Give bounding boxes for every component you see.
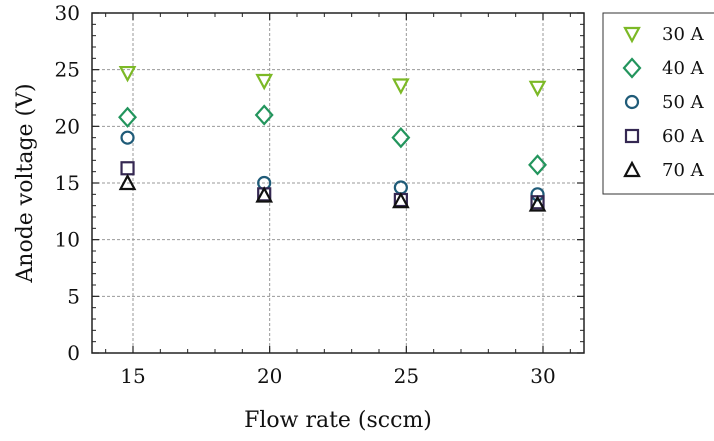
y-tick-label: 15 bbox=[55, 171, 80, 195]
data-point-70a bbox=[392, 191, 410, 209]
data-point-50a bbox=[530, 187, 545, 202]
y-axis-label: Anode voltage (V) bbox=[13, 83, 38, 283]
legend-label: 60 A bbox=[662, 126, 705, 147]
x-tick-label: 20 bbox=[257, 364, 282, 388]
data-point-50a bbox=[120, 130, 135, 145]
data-point-70a bbox=[118, 173, 137, 191]
legend-marker bbox=[623, 160, 641, 178]
legend-marker bbox=[622, 57, 642, 79]
y-tick-label: 10 bbox=[55, 228, 80, 252]
data-point-30a bbox=[255, 73, 274, 91]
y-tick-labels: 0 5 10 15 20 25 30 bbox=[55, 1, 80, 365]
data-point-60a bbox=[120, 161, 135, 176]
legend-label: 30 A bbox=[662, 24, 705, 45]
data-point-30a bbox=[392, 78, 410, 95]
x-axis-label: Flow rate (sccm) bbox=[244, 408, 432, 433]
legend-label: 70 A bbox=[662, 160, 705, 181]
x-tick-label: 15 bbox=[120, 364, 145, 388]
data-point-30a bbox=[528, 80, 547, 98]
x-tick-label: 25 bbox=[394, 364, 419, 388]
data-point-70a bbox=[255, 186, 274, 203]
axis-ticks bbox=[92, 12, 584, 354]
data-point-40a bbox=[254, 104, 274, 126]
data-point-30a bbox=[118, 65, 137, 83]
y-tick-label: 30 bbox=[55, 1, 80, 25]
legend-label: 40 A bbox=[662, 58, 705, 79]
legend: 30 A 40 A 50 A 60 A 70 A bbox=[602, 12, 714, 195]
legend-box bbox=[602, 12, 714, 195]
data-point-40a bbox=[391, 127, 411, 149]
legend-marker bbox=[624, 128, 640, 144]
x-tick-labels: 15 20 25 30 bbox=[120, 364, 555, 388]
legend-label: 50 A bbox=[662, 92, 705, 113]
data-point-70a bbox=[528, 195, 547, 212]
y-tick-label: 5 bbox=[67, 284, 80, 308]
data-point-50a bbox=[393, 180, 408, 195]
data-point-40a bbox=[118, 106, 138, 128]
legend-marker bbox=[623, 26, 641, 44]
grid-lines bbox=[92, 13, 584, 353]
y-tick-label: 0 bbox=[67, 341, 80, 365]
legend-marker bbox=[624, 94, 640, 110]
x-tick-label: 30 bbox=[530, 364, 555, 388]
y-tick-label: 25 bbox=[55, 58, 80, 82]
data-points bbox=[118, 65, 548, 212]
y-tick-label: 20 bbox=[55, 114, 80, 138]
data-point-40a bbox=[528, 154, 548, 176]
